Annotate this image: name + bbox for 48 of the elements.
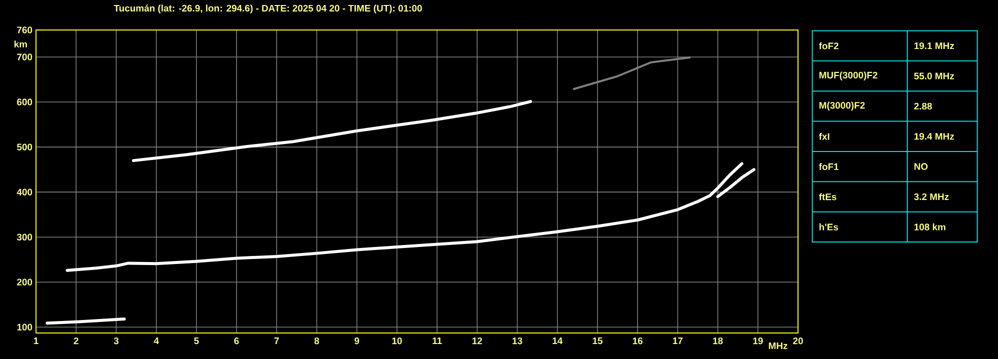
text: 19.4 MHz (914, 133, 954, 140)
text: foF2 (818, 42, 838, 50)
text: foF1 (818, 163, 839, 170)
x-tick-label: 13 (512, 338, 522, 344)
y-tick-label: 600 (17, 98, 32, 106)
x-tick-label: 1 (34, 338, 38, 344)
y-tick-label: 500 (16, 144, 32, 150)
line-series (572, 56, 691, 90)
text: NO (914, 163, 928, 170)
x-tick-label: 20 (793, 338, 803, 344)
x-tick-label: 8 (314, 338, 320, 344)
x-tick-label: 10 (392, 338, 402, 344)
x-tick-label: 17 (673, 338, 683, 344)
text: h'Es (819, 223, 838, 230)
x-tick-label: 7 (274, 338, 279, 344)
x-axis-title: MHz (768, 342, 788, 350)
y-tick-label: 760 (17, 26, 32, 34)
x-tick-label: 6 (234, 338, 239, 344)
text: MUF(3000)F2 (819, 72, 878, 80)
x-tick-label: 3 (114, 338, 119, 344)
x-tick-label: 4 (154, 338, 159, 344)
x-tick-label: 18 (713, 338, 723, 344)
x-tick-label: 15 (592, 338, 602, 344)
line-series (716, 168, 756, 198)
chart-title: Tucumán (lat: -26.9, lon: 294.6) - DATE: 2025 04 20 - TIME (UT): 01:00 (114, 4, 422, 14)
text: fxI (818, 132, 830, 140)
text: 55.0 MHz (914, 72, 954, 80)
x-tick-label: 2 (74, 338, 78, 344)
text: 19.1 MHz (914, 42, 954, 50)
y-tick-label: 100 (17, 324, 32, 330)
text: 3.2 MHz (914, 193, 949, 200)
x-tick-label: 11 (432, 338, 442, 344)
x-tick-label: 16 (632, 338, 643, 344)
x-tick-label: 12 (472, 338, 482, 344)
x-tick-label: 19 (753, 338, 763, 344)
y-axis-title: km (14, 40, 27, 48)
y-tick-label: 700 (17, 54, 32, 60)
y-tick-label: 200 (17, 278, 32, 286)
text: ftEs (818, 193, 836, 200)
x-tick-label: 9 (354, 338, 360, 344)
x-tick-label: 14 (552, 338, 563, 344)
text: M(3000)F2 (819, 102, 865, 111)
y-tick-label: 300 (16, 234, 32, 240)
x-tick-label: 5 (194, 338, 199, 344)
text: 2.88 (914, 102, 932, 110)
text: 108 km (914, 223, 946, 230)
line-series (132, 100, 532, 162)
y-tick-label: 400 (16, 188, 32, 196)
